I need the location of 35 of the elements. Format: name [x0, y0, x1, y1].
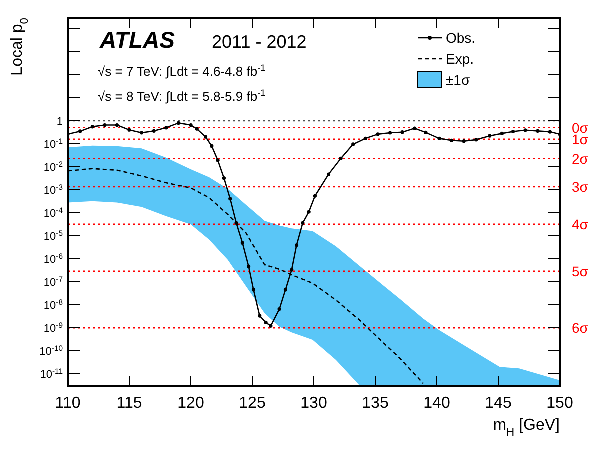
x-tick-label: 140	[424, 395, 450, 412]
x-tick-label: 110	[55, 395, 81, 412]
ref-line-label: 0σ	[572, 120, 589, 136]
legend-label: Obs.	[446, 30, 476, 46]
y-tick-label: 10$^{-4}$	[44, 205, 64, 220]
annotation: √s = 7 TeV: ∫Ldt = 4.6-4.8 fb$^{-1}$	[98, 63, 266, 79]
annotation: √s = 8 TeV: ∫Ldt = 5.8-5.9 fb$^{-1}$	[98, 88, 266, 104]
y-tick-label: 10$^{-7}$	[44, 274, 63, 289]
ref-line-label: 5σ	[572, 263, 589, 280]
y-tick-label: 10$^{-9}$	[44, 320, 63, 335]
annotation: 2011 - 2012	[212, 32, 307, 52]
y-tick-label: 1	[56, 116, 63, 128]
y-tick-label: 10$^{-6}$	[44, 251, 63, 266]
legend-label: ±1σ	[446, 72, 470, 88]
x-tick-label: 115	[116, 395, 142, 412]
ref-line-label: 2σ	[572, 150, 589, 167]
y-tick-label: 10$^{-10}$	[40, 343, 63, 358]
x-tick-label: 130	[300, 395, 328, 412]
y-tick-label: 10$^{-3}$	[44, 182, 63, 197]
y-tick-label: 10$^{-1}$	[44, 136, 63, 151]
ref-line-label: 4σ	[572, 216, 589, 232]
y-tick-label: 10$^{-11}$	[40, 366, 63, 381]
x-tick-label: 135	[362, 395, 389, 412]
y-tick-label: 10$^{-5}$	[44, 228, 63, 243]
ref-line-label: 3σ	[572, 178, 589, 195]
x-axis-title: m$_{H}$ [GeV]	[493, 417, 560, 439]
x-tick-label: 125	[239, 395, 266, 412]
ref-line-label: 6σ	[572, 320, 589, 336]
annotation: ATLAS	[99, 27, 176, 53]
legend-label: Exp.	[446, 51, 474, 67]
x-tick-label: 150	[546, 395, 574, 412]
x-tick-label: 120	[178, 395, 204, 412]
x-tick-label: 145	[485, 395, 512, 412]
y-tick-label: 10$^{-2}$	[44, 159, 63, 174]
y-tick-label: 10$^{-8}$	[44, 297, 63, 312]
